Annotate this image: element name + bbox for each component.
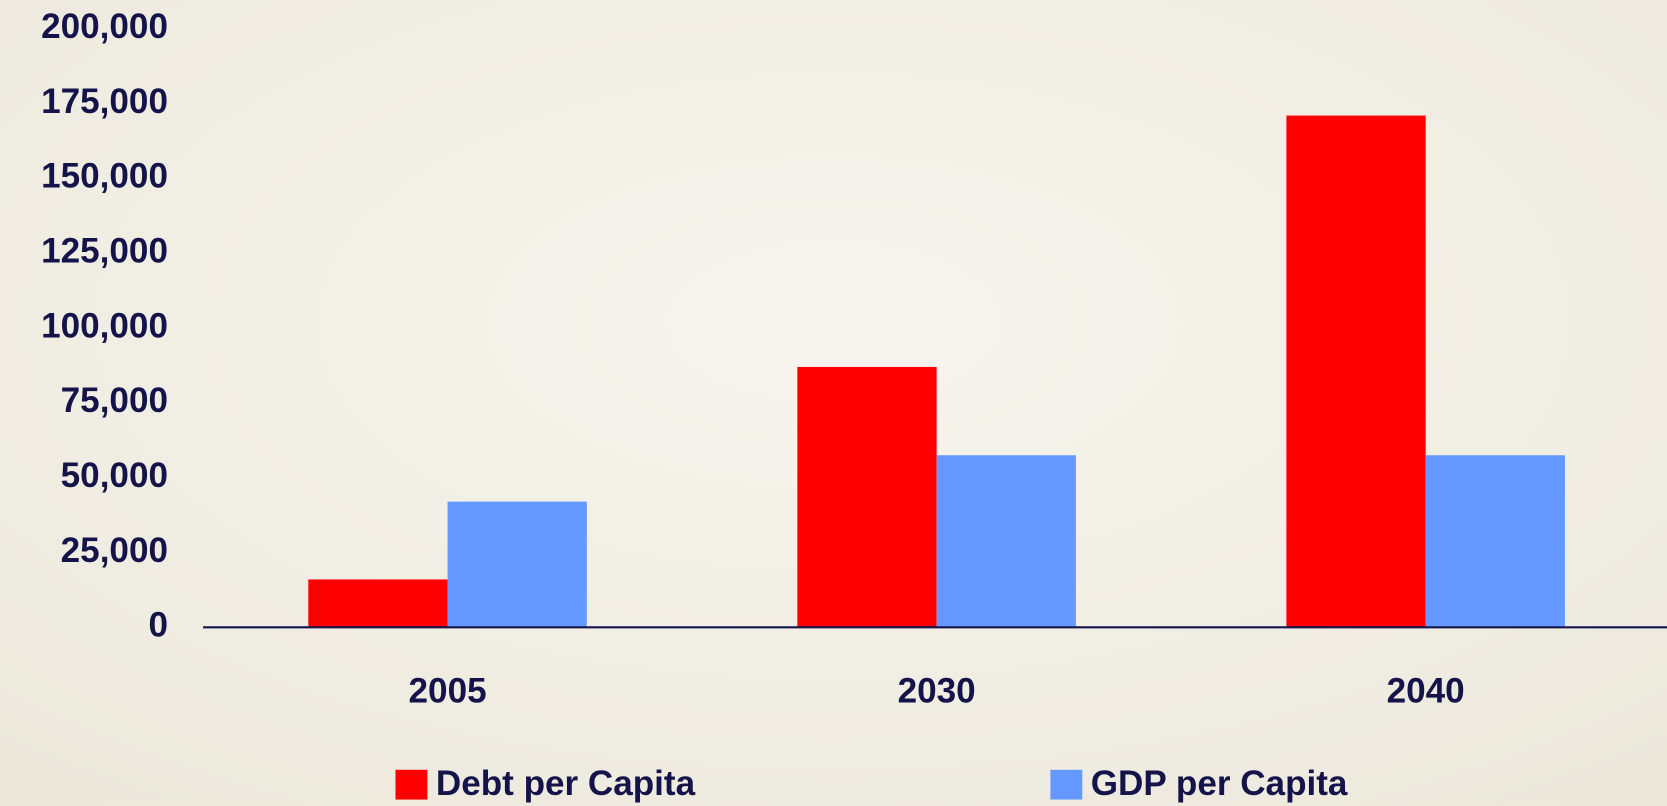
y-tick-label: 175,000 bbox=[41, 82, 168, 121]
y-tick-label: 150,000 bbox=[41, 157, 168, 196]
bar bbox=[447, 501, 587, 628]
bar bbox=[308, 579, 448, 628]
bar bbox=[1425, 455, 1565, 628]
y-tick-label: 25,000 bbox=[61, 531, 168, 570]
legend-label: GDP per Capita bbox=[1091, 764, 1348, 803]
y-tick-label: 0 bbox=[148, 606, 168, 645]
y-tick-label: 75,000 bbox=[61, 381, 168, 420]
x-tick-label: 2030 bbox=[898, 672, 976, 711]
legend-label: Debt per Capita bbox=[436, 764, 696, 803]
y-tick-label: 50,000 bbox=[61, 456, 168, 495]
y-tick-label: 100,000 bbox=[41, 306, 168, 345]
bar bbox=[797, 366, 937, 628]
legend-swatch bbox=[1050, 769, 1083, 800]
bar bbox=[1286, 115, 1426, 628]
x-tick-label: 2005 bbox=[409, 672, 487, 711]
y-tick-label: 200,000 bbox=[41, 7, 168, 46]
bar bbox=[936, 455, 1076, 628]
x-tick-label: 2040 bbox=[1387, 672, 1465, 711]
legend-swatch bbox=[395, 769, 428, 800]
y-tick-label: 125,000 bbox=[41, 231, 168, 270]
